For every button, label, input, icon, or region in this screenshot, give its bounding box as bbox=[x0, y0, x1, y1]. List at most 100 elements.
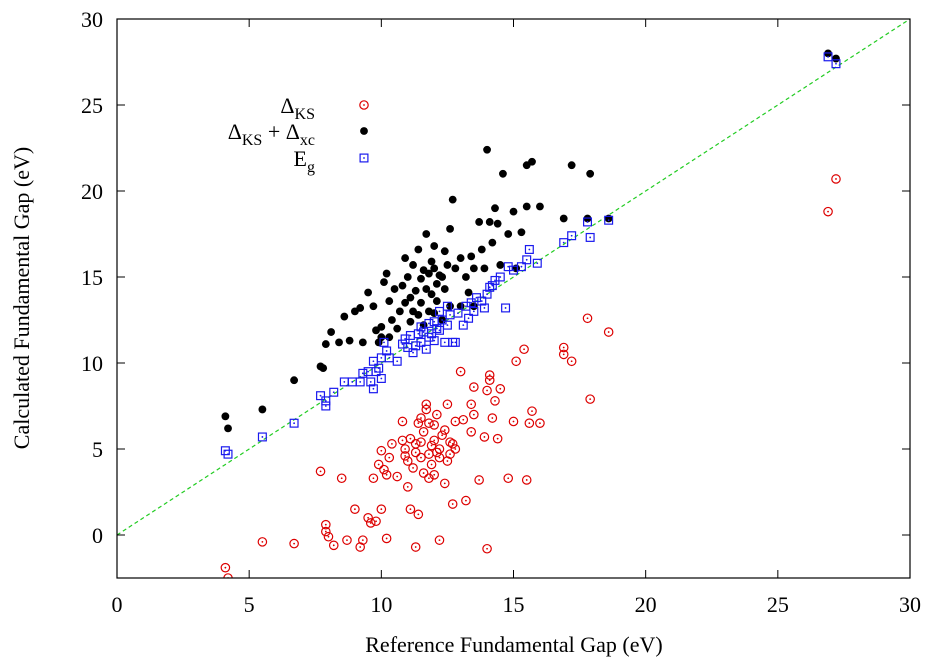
series-delta-ks-point bbox=[355, 542, 365, 552]
series-delta-ks-point bbox=[458, 414, 469, 425]
series-eg-point bbox=[223, 449, 233, 459]
series-eg-point bbox=[516, 262, 526, 272]
data-points-layer bbox=[220, 49, 841, 578]
series-eg-point bbox=[432, 324, 442, 334]
series-delta-ks-xc-point bbox=[504, 230, 513, 238]
series-delta-ks-xc-point bbox=[377, 322, 386, 331]
series-delta-ks-xc-point bbox=[382, 269, 391, 278]
series-delta-ks-xc-point bbox=[440, 247, 449, 256]
series-delta-ks-point bbox=[413, 418, 424, 428]
series-delta-ks-xc-point bbox=[509, 207, 518, 216]
series-eg-point bbox=[358, 368, 368, 378]
series-delta-ks-point bbox=[321, 519, 331, 530]
series-delta-ks-point bbox=[220, 562, 231, 573]
series-delta-ks-xc-point bbox=[493, 219, 502, 228]
series-eg-point bbox=[392, 356, 402, 366]
series-delta-ks-point bbox=[328, 540, 339, 551]
series-delta-ks-xc-point bbox=[438, 273, 447, 281]
series-eg-point bbox=[522, 255, 532, 265]
y-tick-label: 0 bbox=[92, 523, 103, 548]
series-eg-point bbox=[437, 315, 447, 325]
series-delta-ks-xc-point bbox=[356, 304, 365, 312]
series-delta-ks-point bbox=[400, 444, 410, 454]
series-eg-point bbox=[421, 344, 431, 354]
series-delta-ks-point bbox=[400, 451, 410, 461]
series-delta-ks-point bbox=[289, 538, 299, 549]
series-delta-ks-xc-point bbox=[432, 297, 441, 305]
series-delta-ks-xc-point bbox=[491, 204, 499, 213]
series-eg-point bbox=[831, 59, 841, 69]
series-delta-ks-point bbox=[582, 313, 593, 324]
series-delta-ks-xc-point bbox=[456, 254, 465, 262]
x-tick-label: 0 bbox=[112, 592, 123, 617]
series-eg-point bbox=[524, 244, 534, 254]
series-delta-ks-xc-point bbox=[358, 338, 367, 347]
series-eg-point bbox=[289, 418, 299, 428]
series-delta-ks-point bbox=[450, 416, 461, 427]
y-tick-label: 25 bbox=[81, 93, 103, 118]
series-delta-ks-point bbox=[323, 531, 334, 542]
series-delta-ks-xc-point bbox=[258, 405, 267, 414]
series-delta-ks-point bbox=[426, 440, 437, 451]
series-delta-ks-point bbox=[429, 420, 439, 430]
series-delta-ks-xc-point bbox=[414, 245, 423, 254]
series-delta-ks-point bbox=[466, 399, 477, 410]
series-delta-ks-point bbox=[413, 509, 424, 520]
series-delta-ks-xc-point bbox=[364, 288, 373, 297]
series-delta-ks-point bbox=[479, 432, 490, 442]
series-delta-ks-xc-point bbox=[401, 254, 410, 262]
series-delta-ks-xc-point bbox=[388, 316, 396, 324]
series-delta-ks-point bbox=[424, 473, 434, 484]
series-eg-point bbox=[434, 306, 444, 316]
series-delta-ks-point bbox=[418, 426, 429, 437]
series-delta-ks-point bbox=[410, 447, 421, 458]
series-delta-ks-point bbox=[376, 445, 387, 456]
series-eg-point bbox=[413, 329, 423, 339]
series-delta-ks-point bbox=[535, 418, 545, 428]
series-delta-ks-point bbox=[405, 433, 416, 444]
series-delta-ks-xc-point bbox=[409, 261, 417, 269]
series-delta-ks-xc-point bbox=[377, 333, 386, 342]
series-eg-point bbox=[382, 346, 392, 356]
series-eg-point bbox=[416, 337, 426, 347]
series-delta-ks-point bbox=[558, 342, 569, 353]
y-tick-label: 5 bbox=[92, 437, 103, 462]
series-delta-ks-point bbox=[421, 404, 432, 415]
series-eg-point bbox=[257, 432, 267, 442]
series-delta-ks-point bbox=[381, 469, 392, 480]
y-tick-label: 30 bbox=[81, 7, 103, 32]
series-delta-ks-point bbox=[365, 518, 376, 528]
series-delta-ks-xc-point bbox=[417, 298, 425, 307]
series-delta-ks-xc-point bbox=[517, 228, 526, 237]
legend-label: ΔKS bbox=[280, 93, 315, 123]
x-tick-label: 30 bbox=[899, 592, 921, 617]
series-eg-point bbox=[466, 298, 476, 308]
series-delta-ks-point bbox=[429, 435, 439, 446]
legend-marker bbox=[359, 100, 369, 110]
series-eg-point bbox=[532, 258, 542, 268]
series-delta-ks-xc-point bbox=[485, 218, 494, 226]
series-delta-ks-xc-point bbox=[335, 338, 343, 347]
series-delta-ks-point bbox=[503, 473, 514, 484]
series-delta-ks-point bbox=[445, 437, 455, 447]
series-delta-ks-point bbox=[387, 439, 397, 449]
series-delta-ks-point bbox=[371, 516, 381, 527]
series-eg-point bbox=[479, 303, 489, 313]
series-delta-ks-xc-point bbox=[406, 317, 415, 326]
series-delta-ks-point bbox=[434, 444, 445, 454]
series-delta-ks-point bbox=[418, 468, 429, 478]
x-tick-label: 15 bbox=[503, 592, 525, 617]
x-tick-label: 20 bbox=[635, 592, 657, 617]
series-eg-point bbox=[485, 282, 495, 292]
series-0 bbox=[220, 174, 841, 578]
series-delta-ks-xc-point bbox=[406, 293, 415, 302]
series-delta-ks-point bbox=[402, 456, 413, 466]
series-delta-ks-point bbox=[336, 473, 347, 484]
series-eg-point bbox=[429, 336, 439, 346]
series-delta-ks-point bbox=[363, 512, 373, 523]
series-delta-ks-xc-point bbox=[427, 290, 436, 299]
series-delta-ks-xc-point bbox=[567, 161, 576, 170]
series-eg-point bbox=[583, 217, 593, 227]
series-delta-ks-point bbox=[447, 499, 458, 509]
